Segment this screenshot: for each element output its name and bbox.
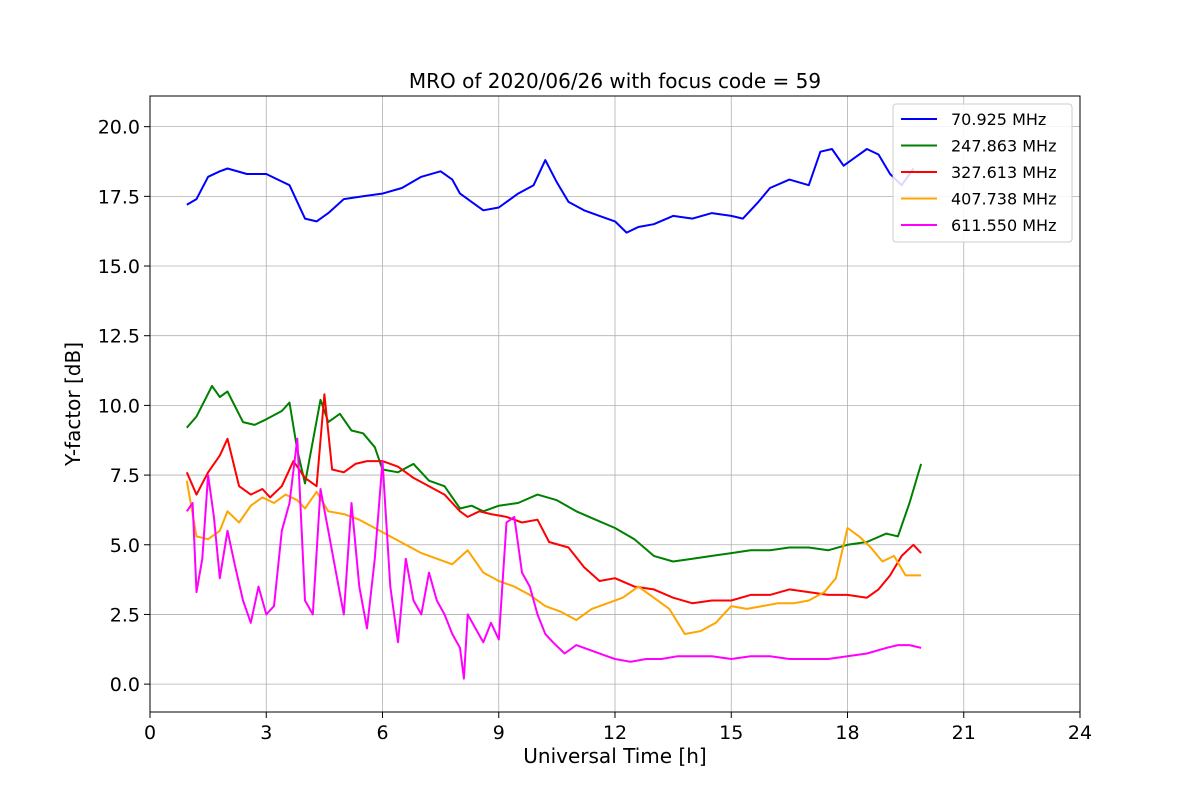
legend-label: 611.550 MHz [951,216,1056,235]
y-tick-label: 15.0 [98,256,140,278]
series-line-3 [185,480,922,635]
x-tick-label: 3 [260,722,272,744]
series-layer [185,148,923,680]
x-tick-label: 12 [603,722,627,744]
series-line-0 [186,148,915,234]
legend-label: 407.738 MHz [951,190,1056,209]
y-tick-label: 10.0 [98,395,140,417]
x-axis-label: Universal Time [h] [523,744,706,768]
series-line-1 [186,384,923,563]
x-tick-label: 6 [376,722,388,744]
legend-label: 70.925 MHz [951,110,1046,129]
x-tick-label: 15 [719,722,743,744]
x-axis: 0 3 6 9 12 15 18 21 24 [144,712,1092,744]
y-axis-label: Y-factor [dB] [61,342,85,467]
y-tick-label: 2.5 [110,604,140,626]
x-tick-label: 21 [952,722,976,744]
legend-label: 327.613 MHz [951,163,1056,182]
y-axis: 0.0 2.5 5.0 7.5 10.0 12.5 15.0 17.5 20.0 [98,117,150,696]
y-tick-label: 12.5 [98,326,140,348]
y-tick-label: 0.0 [110,674,140,696]
x-tick-label: 9 [493,722,505,744]
y-tick-label: 17.5 [98,186,140,208]
y-tick-label: 20.0 [98,117,140,139]
series-line-2 [185,393,922,605]
series-line-4 [185,437,922,680]
y-tick-label: 7.5 [110,465,140,487]
x-tick-label: 18 [835,722,859,744]
chart-title: MRO of 2020/06/26 with focus code = 59 [409,69,821,93]
legend-box [892,103,1073,243]
legend: 70.925 MHz 247.863 MHz 327.613 MHz 407.738 … [892,103,1073,243]
x-tick-label: 0 [144,722,156,744]
legend-label: 247.863 MHz [951,137,1056,156]
y-tick-label: 5.0 [110,535,140,557]
x-tick-label: 24 [1068,722,1092,744]
